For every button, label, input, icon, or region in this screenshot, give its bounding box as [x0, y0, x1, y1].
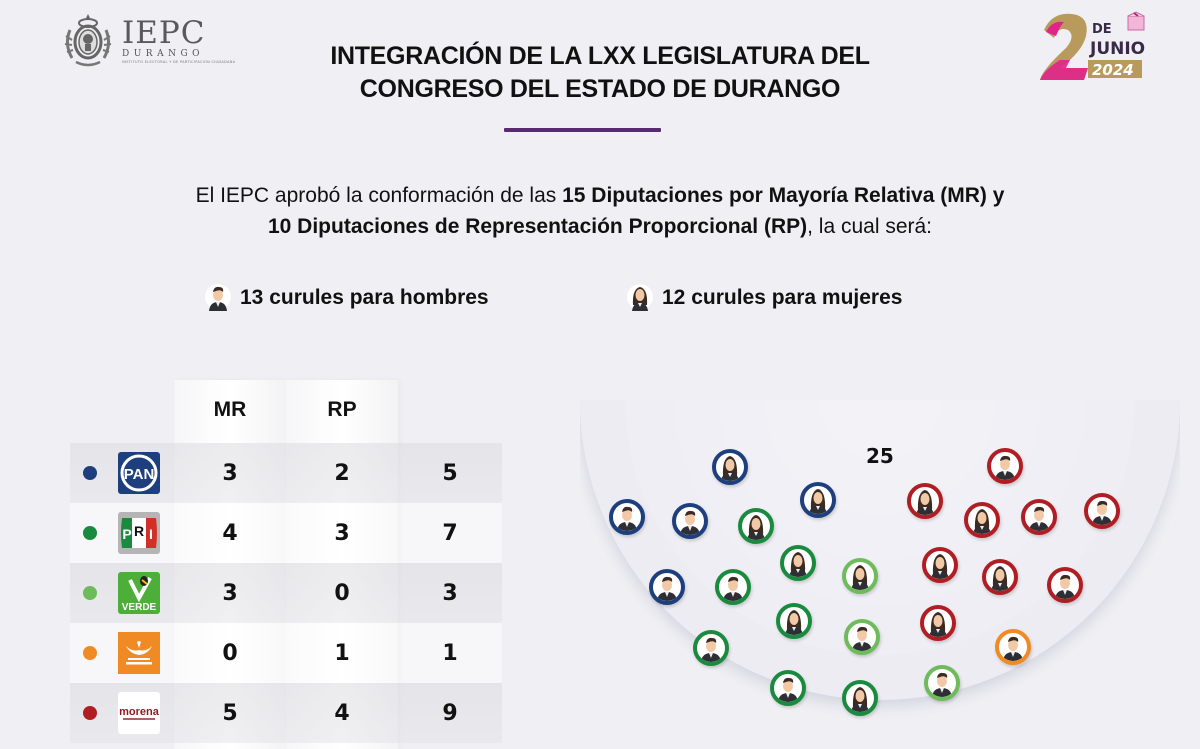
seat-pan-man [672, 503, 708, 539]
pan-mr: 3 [222, 460, 238, 486]
party-color-dot [83, 466, 97, 480]
seat-morena-man [1084, 493, 1120, 529]
intro-bold-2: 10 Diputaciones de Representación Propor… [267, 215, 808, 238]
pan-rp: 2 [334, 460, 350, 486]
svg-text:morena: morena [119, 706, 160, 718]
seat-pan-man [609, 499, 645, 535]
coat-of-arms-icon [62, 12, 114, 68]
seat-pri-man [715, 569, 751, 605]
date-month: JUNIO [1089, 39, 1145, 59]
verde-mr: 3 [222, 580, 238, 606]
morena-mr: 5 [222, 700, 238, 726]
svg-text:P: P [122, 526, 131, 542]
intro-text-2: , la cual será: [807, 215, 933, 238]
pri-mr: 4 [222, 520, 238, 546]
intro-bold-1: 15 Diputaciones por Mayoría Relativa (MR… [562, 184, 1005, 207]
movimiento-ciudadano-logo-icon [118, 632, 160, 674]
seat-pri-man [693, 630, 729, 666]
morena-total: 9 [442, 700, 458, 726]
women-count: 12 curules para mujeres [626, 283, 902, 313]
morena-rp: 4 [334, 700, 350, 726]
seat-pri-woman [738, 508, 774, 544]
pri-total: 7 [442, 520, 458, 546]
seat-morena-woman [920, 605, 956, 641]
mc-rp: 1 [334, 640, 350, 666]
seat-verde-man [924, 665, 960, 701]
intro-paragraph: El IEPC aprobó la conformación de las 15… [0, 180, 1200, 242]
header-mr: MR [213, 398, 247, 421]
election-date-logo: DE JUNIO 2024 [1030, 8, 1150, 83]
seat-pan-woman [800, 482, 836, 518]
seat-pri-man [770, 670, 806, 706]
svg-text:VERDE: VERDE [122, 602, 157, 613]
women-count-label: 12 curules para mujeres [662, 286, 903, 309]
title-divider [504, 128, 661, 132]
table-row-pri: P R I 4 3 7 [70, 503, 502, 563]
page-title: INTEGRACIÓN DE LA LXX LEGISLATURA DEL CO… [0, 40, 1200, 106]
party-color-dot [83, 646, 97, 660]
title-line-1: INTEGRACIÓN DE LA LXX LEGISLATURA DEL [330, 42, 870, 70]
men-count: 13 curules para hombres [204, 283, 489, 313]
seat-pri-woman [780, 545, 816, 581]
seat-morena-woman [922, 547, 958, 583]
verde-total: 3 [442, 580, 458, 606]
seat-morena-woman [964, 502, 1000, 538]
seat-pan-man [649, 569, 685, 605]
seat-morena-man [987, 448, 1023, 484]
morena-logo-icon: morena [118, 692, 160, 734]
pri-logo-icon: P R I [118, 512, 160, 554]
date-year: 2024 [1092, 61, 1134, 79]
header-rp: RP [327, 398, 357, 421]
pri-rp: 3 [334, 520, 350, 546]
table-row-verde: VERDE 3 0 3 [70, 563, 502, 623]
pan-logo-icon: PAN [118, 452, 160, 494]
svg-text:PAN: PAN [124, 466, 155, 483]
total-seats: 25 [866, 444, 894, 468]
mc-total: 1 [442, 640, 458, 666]
table-row-movimiento-ciudadano: 0 1 1 [70, 623, 502, 683]
party-color-dot [83, 526, 97, 540]
seat-morena-woman [982, 559, 1018, 595]
logo-tagline: INSTITUTO ELECTORAL Y DE PARTICIPACIÓN C… [122, 59, 236, 64]
iepc-logo: IEPC DURANGO INSTITUTO ELECTORAL Y DE PA… [62, 10, 237, 70]
men-count-label: 13 curules para hombres [240, 286, 489, 309]
logo-subtitle: DURANGO [122, 48, 205, 59]
party-color-dot [83, 586, 97, 600]
seat-morena-man [1021, 499, 1057, 535]
title-line-2: CONGRESO DEL ESTADO DE DURANGO [359, 75, 841, 103]
gender-summary: 13 curules para hombres 12 curules para … [0, 283, 1200, 315]
seat-pri-woman [776, 603, 812, 639]
seat-morena-woman [907, 483, 943, 519]
man-icon [205, 284, 231, 311]
woman-icon [627, 284, 653, 311]
table-row-morena: morena 5 4 9 [70, 683, 502, 743]
svg-text:I: I [149, 526, 153, 542]
table-row-pan: PAN 3 2 5 [70, 443, 502, 503]
seat-mc-man [995, 629, 1031, 665]
date-de: DE [1092, 22, 1112, 37]
logo-name: IEPC [122, 14, 206, 51]
pan-total: 5 [442, 460, 458, 486]
verde-logo-icon: VERDE [118, 572, 160, 614]
seat-verde-man [844, 619, 880, 655]
verde-rp: 0 [334, 580, 350, 606]
seat-pri-woman [842, 680, 878, 716]
mc-mr: 0 [222, 640, 238, 666]
seat-morena-man [1047, 567, 1083, 603]
seats-table: MR RP PAN 3 2 5 P R I 4 3 7 [70, 380, 502, 749]
seat-pan-woman [712, 449, 748, 485]
svg-text:R: R [134, 523, 144, 539]
seat-verde-woman [842, 558, 878, 594]
intro-text-1: El IEPC aprobó la conformación de las [195, 184, 563, 207]
party-color-dot [83, 706, 97, 720]
